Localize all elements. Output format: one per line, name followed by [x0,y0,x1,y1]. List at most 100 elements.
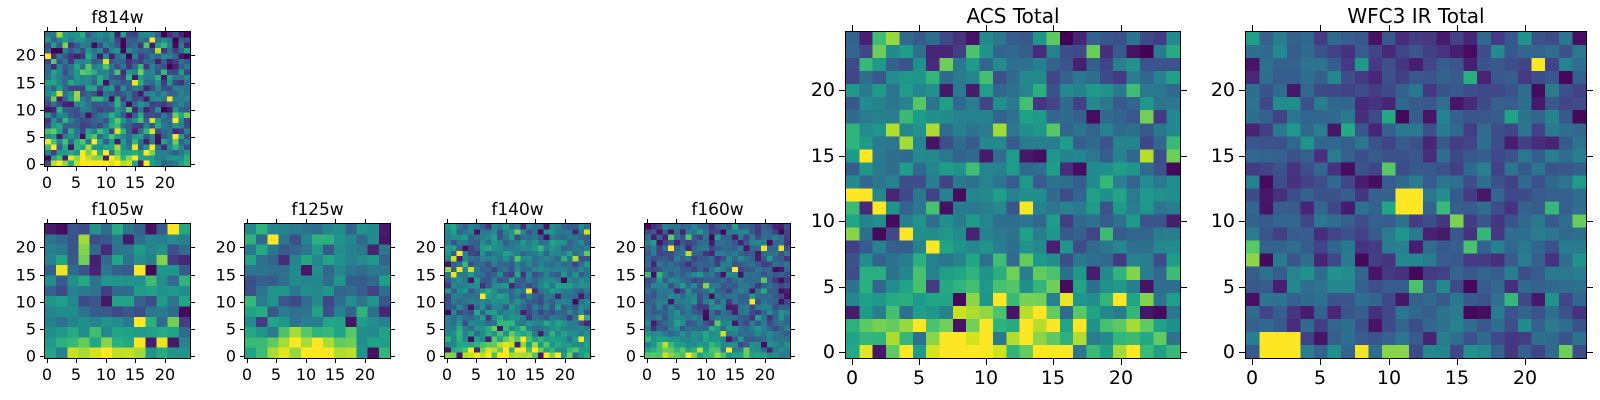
y-tick-right-f105w-15 [191,275,195,276]
x-ticklabel-f814w-15: 15 [124,173,146,192]
y-tick-right-f140w-15 [591,275,595,276]
x-tick-f105w-10 [106,359,107,363]
x-ticklabel-wfc3-ir-total-15: 15 [1444,367,1470,389]
heatmap-axes-wfc3-ir-total [1245,31,1587,359]
y-tick-right-f125w-15 [391,275,395,276]
x-ticklabel-f140w-15: 15 [524,365,546,384]
x-tick-wfc3-ir-total-10 [1389,359,1390,365]
x-ticklabel-f160w-15: 15 [724,365,746,384]
x-ticklabel-f140w-20: 20 [554,365,576,384]
x-ticklabel-f160w-10: 10 [695,365,717,384]
y-tick-right-acs-total-5 [1181,287,1187,288]
y-ticklabel-f814w-5: 5 [25,127,36,147]
x-tick-f105w-20 [165,359,166,363]
heatmap-axes-f105w [44,223,191,359]
y-tick-right-f105w-10 [191,302,195,303]
y-tick-right-f814w-15 [191,83,195,84]
x-ticklabel-f125w-20: 20 [354,365,376,384]
x-ticklabel-wfc3-ir-total-10: 10 [1376,367,1402,389]
heatmap-axes-f140w [444,223,591,359]
heatmap-axes-acs-total [845,31,1181,359]
x-ticklabel-wfc3-ir-total-5: 5 [1313,367,1327,389]
x-tick-f160w-10 [706,359,707,363]
x-tick-wfc3-ir-total-5 [1320,359,1321,365]
x-tick-f814w-5 [76,167,77,171]
y-tick-right-f160w-15 [791,275,795,276]
panel-title-f160w: f160w [691,200,744,220]
y-ticklabel-f105w-15: 15 [15,265,36,285]
x-tick-acs-total-15 [1053,359,1054,365]
y-tick-right-wfc3-ir-total-15 [1587,156,1593,157]
y-tick-right-wfc3-ir-total-20 [1587,90,1593,91]
x-ticklabel-f105w-0: 0 [41,365,53,384]
x-ticklabel-acs-total-15: 15 [1040,367,1066,389]
heatmap-axes-f160w [644,223,791,359]
y-ticklabel-f814w-15: 15 [15,73,36,93]
panel-title-acs-total: ACS Total [966,4,1060,28]
x-tick-f160w-5 [676,359,677,363]
y-tick-right-f105w-0 [191,356,195,357]
x-ticklabel-f125w-5: 5 [270,365,282,384]
y-tick-right-f125w-20 [391,247,395,248]
x-tick-f140w-20 [565,359,566,363]
x-ticklabel-f140w-5: 5 [470,365,482,384]
y-tick-right-f105w-5 [191,329,195,330]
panel-title-f105w: f105w [91,200,144,220]
x-tick-f814w-20 [165,167,166,171]
y-ticklabel-f814w-0: 0 [25,154,36,174]
x-tick-f160w-20 [765,359,766,363]
x-ticklabel-f160w-0: 0 [641,365,653,384]
x-tick-f140w-0 [447,359,448,363]
y-tick-right-f140w-5 [591,329,595,330]
x-ticklabel-wfc3-ir-total-20: 20 [1512,367,1538,389]
y-tick-right-f140w-20 [591,247,595,248]
x-tick-f814w-10 [106,167,107,171]
y-tick-right-f814w-0 [191,164,195,165]
x-ticklabel-f140w-10: 10 [495,365,517,384]
heatmap-axes-f814w [44,31,191,167]
panel-title-wfc3-ir-total: WFC3 IR Total [1347,4,1485,28]
x-ticklabel-f140w-0: 0 [441,365,453,384]
x-tick-f125w-10 [306,359,307,363]
x-tick-f125w-15 [335,359,336,363]
heatmap-image-acs-total [846,32,1180,358]
x-tick-acs-total-0 [852,359,853,365]
x-ticklabel-f814w-5: 5 [70,173,82,192]
heatmap-image-wfc3-ir-total [1246,32,1586,358]
x-ticklabel-acs-total-10: 10 [973,367,999,389]
x-tick-f105w-0 [47,359,48,363]
heatmap-axes-f125w [244,223,391,359]
x-tick-f125w-0 [247,359,248,363]
heatmap-image-f160w [645,224,790,358]
y-ticklabel-f105w-10: 10 [15,292,36,312]
x-tick-f140w-15 [535,359,536,363]
y-tick-right-f125w-5 [391,329,395,330]
x-ticklabel-f105w-20: 20 [154,365,176,384]
x-ticklabel-f160w-5: 5 [670,365,682,384]
panel-title-f125w: f125w [291,200,344,220]
x-tick-acs-total-5 [919,359,920,365]
x-tick-wfc3-ir-total-15 [1457,359,1458,365]
y-tick-right-acs-total-0 [1181,352,1187,353]
x-ticklabel-f125w-10: 10 [295,365,317,384]
x-tick-f814w-0 [47,167,48,171]
y-tick-right-acs-total-10 [1181,221,1187,222]
x-tick-f125w-5 [276,359,277,363]
x-ticklabel-f814w-10: 10 [95,173,117,192]
x-tick-f125w-20 [365,359,366,363]
y-tick-right-f160w-5 [791,329,795,330]
y-tick-right-f125w-10 [391,302,395,303]
x-ticklabel-f105w-5: 5 [70,365,82,384]
x-ticklabel-f125w-15: 15 [324,365,346,384]
x-tick-wfc3-ir-total-0 [1252,359,1253,365]
y-ticklabel-f814w-10: 10 [15,100,36,120]
y-ticklabel-f105w-0: 0 [25,346,36,366]
x-ticklabel-wfc3-ir-total-0: 0 [1245,367,1259,389]
x-tick-f140w-10 [506,359,507,363]
x-tick-wfc3-ir-total-20 [1525,359,1526,365]
x-tick-f814w-15 [135,167,136,171]
y-tick-right-f814w-20 [191,55,195,56]
